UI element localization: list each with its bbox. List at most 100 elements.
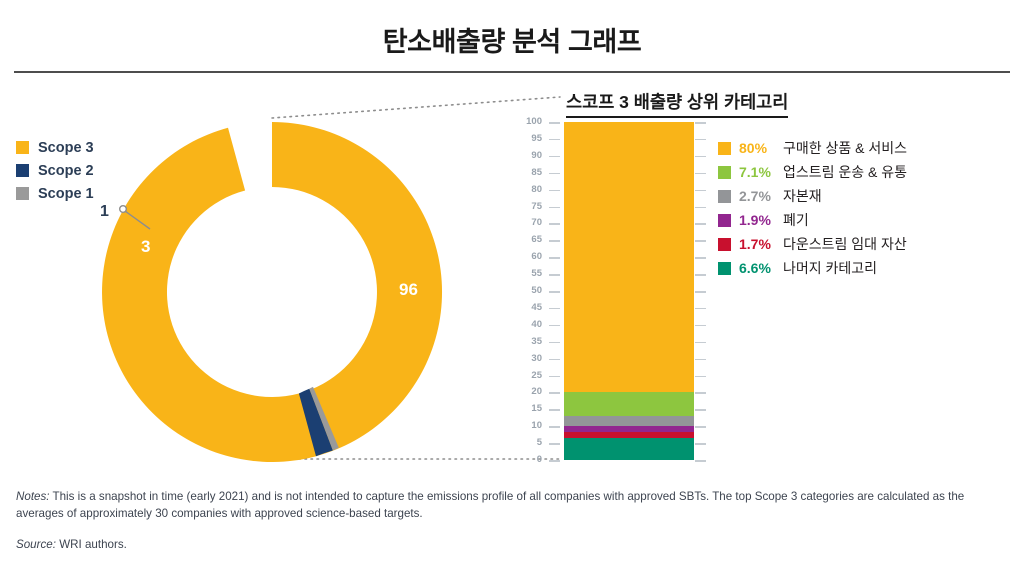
y-axis-tick-mark-right: [695, 375, 706, 377]
y-axis-tick-label: 95: [531, 132, 542, 144]
y-axis-tick-mark: [549, 409, 560, 411]
legend-item-category-2[interactable]: 7.1% 업스트림 운송 & 유통: [718, 160, 1018, 184]
legend-item-scope-3[interactable]: Scope 3: [16, 137, 166, 158]
bar-segment[interactable]: [564, 425, 694, 432]
y-axis-tick-mark-right: [695, 291, 706, 293]
y-axis-tick-mark: [549, 155, 560, 158]
category-swatch-icon: [718, 237, 731, 251]
y-axis-tick: 50: [520, 285, 720, 296]
category-name-label: 폐기: [783, 212, 809, 228]
y-axis-tick-mark-right: [695, 223, 706, 225]
y-axis-tick-label: 55: [531, 268, 542, 280]
y-axis-tick-mark-right: [695, 307, 706, 310]
bar-chart-subtitle: 스코프 3 배출량 상위 카테고리: [566, 89, 789, 118]
category-swatch-icon: [718, 213, 731, 227]
y-axis-tick: 25: [520, 370, 720, 381]
y-axis-tick-mark-right: [695, 341, 706, 344]
y-axis-tick-mark: [549, 189, 560, 192]
y-axis-tick: 70: [520, 217, 720, 228]
y-axis-tick-mark: [549, 274, 560, 276]
y-axis-tick-mark: [549, 138, 560, 141]
y-axis-tick: 20: [520, 386, 720, 397]
y-axis-tick-mark: [549, 341, 560, 344]
y-axis-tick-label: 0: [536, 454, 542, 465]
donut-slice-scope-2[interactable]: [298, 388, 333, 457]
category-swatch-icon: [718, 189, 731, 203]
y-axis-tick-mark-right: [695, 189, 706, 192]
category-name-label: 나머지 카테고리: [783, 260, 878, 276]
bar-chart-y-axis: 0 5 10 15 20 25 30 35 40 45 50 55 60 65 70 75 80 85 90 95 10…: [520, 116, 706, 465]
category-swatch-icon: [718, 141, 731, 155]
category-percent-value: 7.1%: [739, 164, 771, 180]
y-axis-tick-mark: [549, 460, 560, 462]
legend-label: Scope 1: [38, 185, 94, 202]
legend-item-category-5[interactable]: 1.7% 다운스트림 임대 자산: [718, 232, 1018, 256]
category-percent-value: 2.7%: [739, 188, 771, 204]
legend-item-category-1[interactable]: 80% 구매한 상품 & 서비스: [718, 136, 1018, 160]
y-axis-tick: 55: [520, 268, 720, 279]
y-axis-tick: 10: [520, 420, 720, 431]
y-axis-tick-label: 10: [531, 420, 542, 432]
y-axis-tick-label: 30: [531, 352, 542, 364]
y-axis-tick-mark-right: [695, 138, 706, 141]
bar-segment[interactable]: [564, 392, 694, 417]
category-legend: 80% 구매한 상품 & 서비스 7.1% 업스트림 운송 & 유통 2.7% 자본재 1.…: [718, 136, 1018, 280]
y-axis-tick-mark: [549, 426, 560, 428]
y-axis-tick-mark-right: [695, 324, 706, 327]
donut-slice-scope-3[interactable]: [102, 122, 443, 462]
source-text: WRI authors.: [55, 538, 127, 551]
legend-item-scope-2[interactable]: Scope 2: [16, 160, 166, 181]
legend-item-scope-1[interactable]: Scope 1: [16, 183, 166, 204]
category-name-label: 자본재: [783, 188, 822, 204]
category-percent-value: 80%: [739, 140, 768, 156]
y-axis-tick-label: 35: [531, 335, 542, 347]
y-axis-tick-label: 45: [531, 301, 542, 313]
y-axis-tick: 65: [520, 234, 720, 245]
scope3-category-bar-chart: 0 5 10 15 20 25 30 35 40 45 50 55 60 65 70 75 80 85 90 95 10…: [520, 116, 720, 465]
y-axis-tick-mark-right: [695, 460, 706, 462]
legend-item-category-6[interactable]: 6.6% 나머지 카테고리: [718, 256, 1018, 280]
y-axis-tick-mark-right: [695, 257, 706, 259]
y-axis-tick: 100: [520, 116, 720, 127]
y-axis-tick: 80: [520, 184, 720, 195]
y-axis-tick-label: 60: [531, 251, 542, 263]
y-axis-tick: 95: [520, 133, 720, 144]
y-axis-tick-label: 20: [531, 386, 542, 398]
donut-data-label-scope-3: 96: [399, 280, 418, 299]
callout-marker-scope-1: [119, 204, 128, 213]
y-axis-tick-label: 15: [531, 403, 542, 415]
y-axis-tick-mark: [549, 172, 560, 175]
y-axis-tick: 75: [520, 201, 720, 212]
bar-segment[interactable]: [564, 416, 694, 426]
y-axis-tick-mark-right: [695, 426, 706, 428]
y-axis-tick: 85: [520, 167, 720, 178]
y-axis-tick-label: 85: [531, 166, 542, 178]
y-axis-tick-mark-right: [695, 392, 706, 394]
y-axis-tick: 30: [520, 353, 720, 364]
y-axis-tick: 15: [520, 403, 720, 414]
title-divider: [14, 71, 1010, 73]
bar-segment[interactable]: [564, 437, 694, 460]
y-axis-tick-label: 90: [531, 149, 542, 161]
category-swatch-icon: [718, 261, 731, 275]
scope-legend: Scope 3 Scope 2 Scope 1: [16, 137, 166, 206]
bar-segment[interactable]: [564, 431, 694, 438]
y-axis-tick-mark-right: [695, 358, 706, 361]
category-name-label: 업스트림 운송 & 유통: [783, 164, 908, 180]
y-axis-tick-label: 100: [526, 116, 542, 127]
notes-label: Notes:: [16, 490, 50, 503]
y-axis-tick-label: 25: [531, 369, 542, 381]
y-axis-tick-mark: [549, 240, 560, 242]
y-axis-tick: 40: [520, 319, 720, 330]
y-axis-tick-mark-right: [695, 409, 706, 411]
donut-slice-scope-1[interactable]: [309, 386, 339, 451]
legend-item-category-3[interactable]: 2.7% 자본재: [718, 184, 1018, 208]
y-axis-tick-label: 40: [531, 318, 542, 330]
category-swatch-icon: [718, 165, 731, 179]
y-axis-tick-mark: [549, 307, 560, 310]
bar-segment[interactable]: [564, 122, 694, 393]
y-axis-tick: 35: [520, 336, 720, 347]
y-axis-tick: 90: [520, 150, 720, 161]
legend-item-category-4[interactable]: 1.9% 폐기: [718, 208, 1018, 232]
y-axis-tick: 5: [520, 437, 720, 448]
